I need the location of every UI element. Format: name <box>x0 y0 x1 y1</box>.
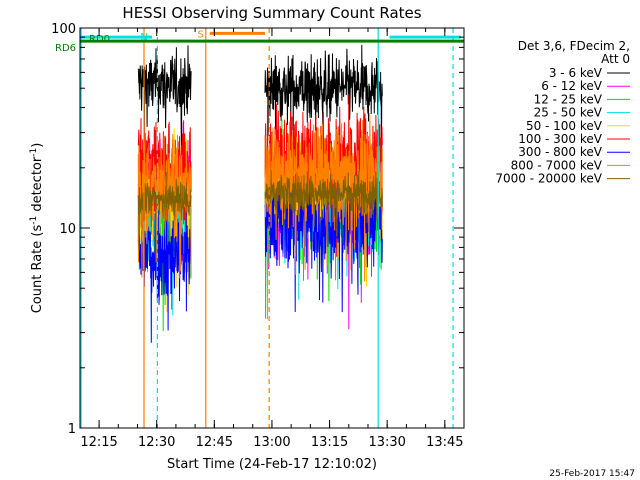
legend-label-0: 3 - 6 keV <box>549 66 603 80</box>
y-axis-label: Count Rate (s-1 detector-1) <box>29 143 45 314</box>
x-tick-label-1: 12:30 <box>138 435 175 450</box>
footer-timestamp: 25-Feb-2017 15:47 <box>549 469 635 479</box>
x-tick-label-3: 13:00 <box>253 435 290 450</box>
chart-title: HESSI Observing Summary Count Rates <box>122 4 421 22</box>
legend-label-3: 25 - 50 keV <box>534 106 603 120</box>
decim-flag-label: RD6 <box>55 43 76 54</box>
y-tick-label-2: 100 <box>51 22 76 37</box>
legend-label-8: 7000 - 20000 keV <box>495 172 602 186</box>
legend-label-2: 12 - 25 keV <box>534 92 603 106</box>
x-tick-label-4: 13:15 <box>311 435 348 450</box>
x-tick-label-2: 12:45 <box>196 435 233 450</box>
series-line-8-1 <box>264 170 383 237</box>
x-tick-label-5: 13:30 <box>368 435 405 450</box>
legend-header-line1: Det 3,6, FDecim 2, <box>518 39 630 53</box>
legend-label-1: 6 - 12 keV <box>541 79 603 93</box>
axis-ticks: 12:15 12:30 12:45 13:00 13:15 13:30 13:45 1 10 10… <box>51 22 464 450</box>
legend-label-4: 50 - 100 keV <box>526 119 603 133</box>
series-line-6-0 <box>137 204 192 343</box>
x-tick-label-0: 12:15 <box>80 435 117 450</box>
plot-area: N S RD6 RD0 <box>55 28 464 428</box>
legend-label-5: 100 - 300 keV <box>518 132 602 146</box>
x-axis-label: Start Time (24-Feb-17 12:10:02) <box>167 457 377 472</box>
legend-header-line2: Att 0 <box>601 52 630 66</box>
x-tick-label-6: 13:45 <box>426 435 463 450</box>
y-tick-label-1: 10 <box>59 222 76 237</box>
night-flag-label: N <box>140 32 147 43</box>
series-line-0-1 <box>264 44 383 156</box>
saa-flag-label: S <box>198 29 204 40</box>
legend-label-7: 800 - 7000 keV <box>511 158 603 172</box>
legend-label-6: 300 - 800 keV <box>518 145 602 159</box>
series-line-0-0 <box>137 45 192 149</box>
decim-flag-label-2: RD0 <box>89 34 110 45</box>
y-tick-label-0: 1 <box>68 422 76 437</box>
series-line-8-0 <box>137 171 192 251</box>
